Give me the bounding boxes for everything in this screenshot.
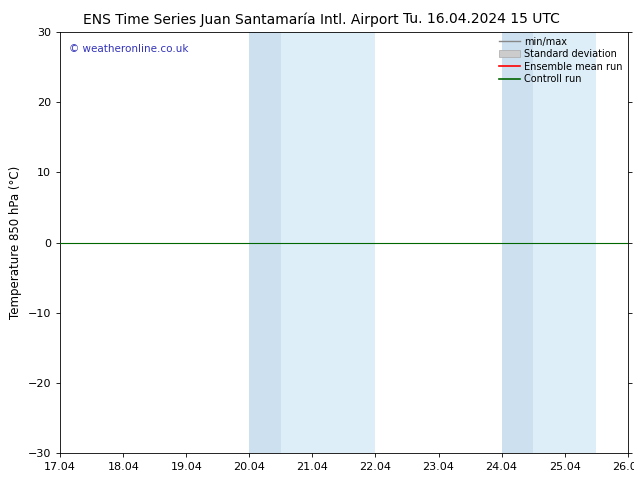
Legend: min/max, Standard deviation, Ensemble mean run, Controll run: min/max, Standard deviation, Ensemble me… — [497, 35, 624, 86]
Bar — [249, 32, 281, 453]
Text: © weatheronline.co.uk: © weatheronline.co.uk — [68, 45, 188, 54]
Text: ENS Time Series Juan Santamaría Intl. Airport: ENS Time Series Juan Santamaría Intl. Ai… — [83, 12, 399, 27]
Bar — [533, 32, 596, 453]
Bar — [281, 32, 375, 453]
Y-axis label: Temperature 850 hPa (°C): Temperature 850 hPa (°C) — [9, 166, 22, 319]
Text: Tu. 16.04.2024 15 UTC: Tu. 16.04.2024 15 UTC — [403, 12, 560, 26]
Bar — [501, 32, 533, 453]
